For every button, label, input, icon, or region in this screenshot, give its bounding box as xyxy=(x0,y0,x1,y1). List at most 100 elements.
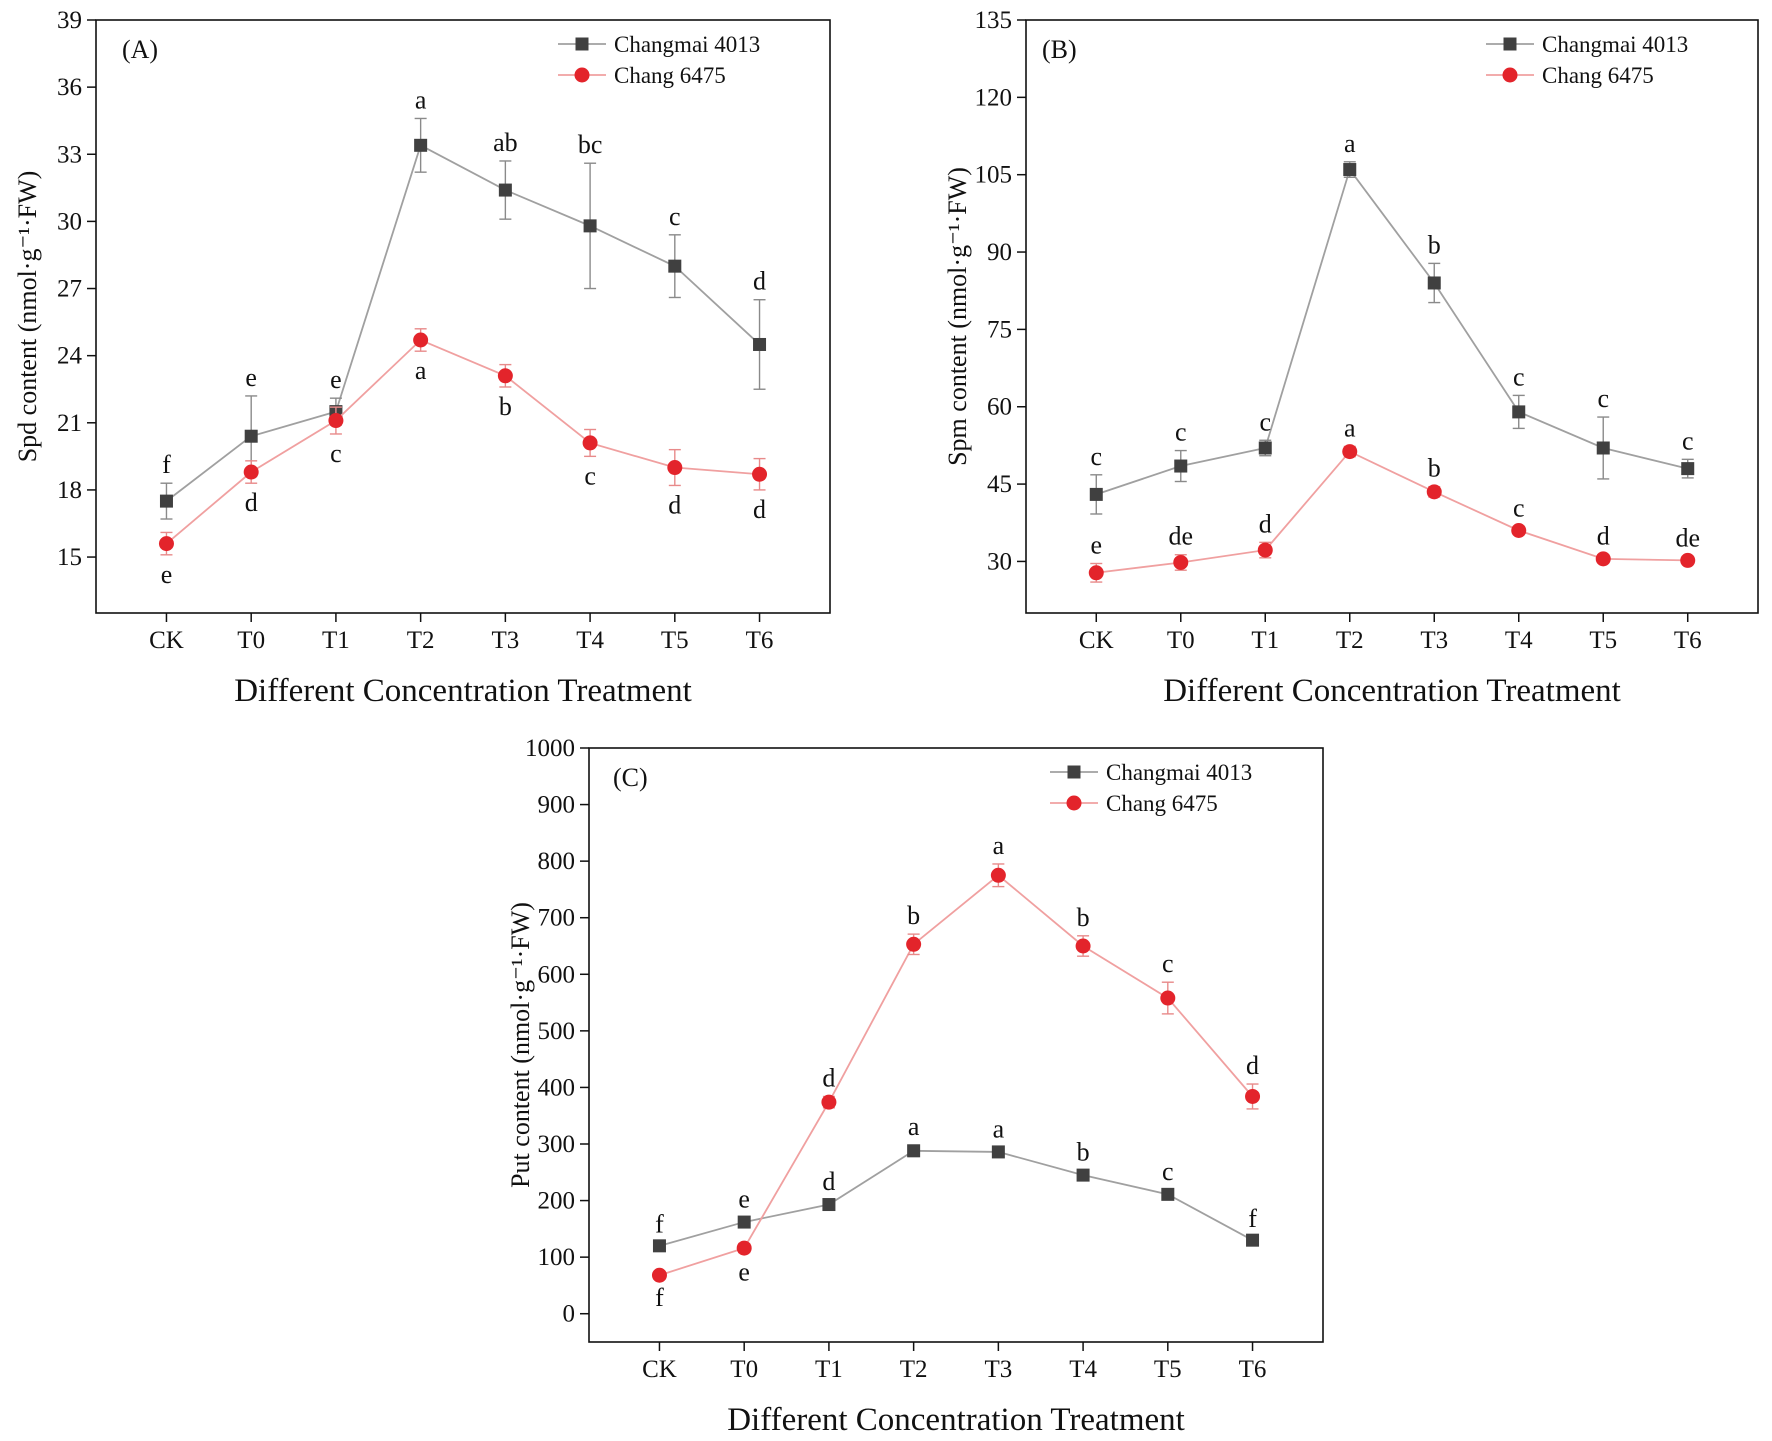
data-point xyxy=(583,219,597,233)
x-tick-label: T1 xyxy=(1251,627,1279,654)
x-tick-label: T5 xyxy=(661,627,689,654)
data-point xyxy=(1173,554,1189,570)
legend: Changmai 4013 Chang 6475 xyxy=(1050,760,1252,816)
x-tick-label: T2 xyxy=(900,1356,928,1383)
y-tick-label: 21 xyxy=(57,410,82,437)
data-point xyxy=(1426,484,1442,500)
chart-panel-1: 15 18 21 24 27 30 33 36 39 CK T0 T1 T2 T3 T4 T5 T6 Differ… xyxy=(13,7,831,709)
y-axis-title: Put content (nmol·g⁻¹·FW) xyxy=(506,902,535,1188)
significance-letter: b xyxy=(1428,454,1441,483)
y-tick-label: 700 xyxy=(538,905,576,932)
data-point xyxy=(1595,551,1611,567)
data-point xyxy=(667,460,683,476)
significance-letter: d xyxy=(753,267,766,296)
significance-letter: c xyxy=(1175,418,1187,447)
x-tick-label: T6 xyxy=(1239,1356,1267,1383)
chart-panel-2: 30 45 60 75 90 105 120 135 CK T0 T1 T2 T3 T4 T5 T6 Diffe… xyxy=(943,7,1759,709)
legend-label: Chang 6475 xyxy=(1542,63,1654,88)
series-chang-6475: f e d b a b c d xyxy=(651,831,1261,1312)
significance-letter: a xyxy=(1344,413,1356,442)
x-axis-title: Different Concentration Treatment xyxy=(1163,673,1621,709)
significance-letter: d xyxy=(753,495,766,524)
data-point xyxy=(1075,938,1091,954)
legend: Changmai 4013 Chang 6475 xyxy=(558,32,760,88)
plot-frame xyxy=(1025,19,1759,614)
significance-letter: b xyxy=(499,392,512,421)
legend-marker xyxy=(574,67,590,83)
legend-marker xyxy=(575,37,589,51)
significance-letter: e xyxy=(738,1185,750,1214)
data-point xyxy=(1681,462,1695,476)
series-line xyxy=(1096,450,1688,574)
y-tick-label: 45 xyxy=(987,471,1012,498)
significance-letter: d xyxy=(822,1063,835,1092)
significance-letter: d xyxy=(668,490,681,519)
y-tick-label: 105 xyxy=(975,162,1013,189)
significance-letter: f xyxy=(655,1283,664,1312)
significance-letter: d xyxy=(1597,522,1610,551)
y-tick-label: 30 xyxy=(987,548,1012,575)
data-point xyxy=(498,183,512,197)
series-line xyxy=(165,144,761,502)
x-tick-label: T1 xyxy=(815,1356,843,1383)
series-line xyxy=(659,874,1254,1277)
significance-letter: d xyxy=(1259,509,1272,538)
x-tick-label: T6 xyxy=(1674,627,1702,654)
legend-label: Changmai 4013 xyxy=(1106,760,1252,785)
significance-letter: d xyxy=(245,488,258,517)
chart-panel-3: 0 100 200 300 400 500 600 700 800 900 1000 CK T0 T1 T2… xyxy=(506,735,1324,1438)
x-tick-label: T0 xyxy=(1167,627,1195,654)
legend: Changmai 4013 Chang 6475 xyxy=(1486,32,1688,88)
series-chang-6475: e d c a b c d d xyxy=(158,328,768,589)
data-point xyxy=(1088,565,1104,581)
x-tick-label: T1 xyxy=(322,627,350,654)
data-point xyxy=(1680,552,1696,568)
data-point xyxy=(990,867,1006,883)
significance-letter: c xyxy=(1597,384,1609,413)
legend-label: Changmai 4013 xyxy=(614,32,760,57)
series-chang-6475: e de d a b c d de xyxy=(1088,413,1700,583)
data-point xyxy=(736,1240,752,1256)
panel-label: (B) xyxy=(1042,35,1077,64)
data-point xyxy=(822,1198,836,1212)
significance-letter: e xyxy=(161,560,173,589)
data-point xyxy=(1076,1168,1090,1182)
data-point xyxy=(1246,1233,1260,1247)
significance-letter: c xyxy=(1513,362,1525,391)
significance-letter: d xyxy=(1246,1051,1259,1080)
y-tick-label: 36 xyxy=(57,74,82,101)
y-tick-label: 300 xyxy=(538,1131,576,1158)
data-point xyxy=(991,1145,1005,1159)
y-tick-label: 900 xyxy=(538,792,576,819)
y-tick-label: 60 xyxy=(987,394,1012,421)
significance-letter: c xyxy=(1513,493,1525,522)
data-point xyxy=(328,413,344,429)
data-point xyxy=(414,138,428,152)
x-tick-label: T0 xyxy=(730,1356,758,1383)
x-axis-title: Different Concentration Treatment xyxy=(727,1402,1185,1438)
data-point xyxy=(1257,542,1273,558)
significance-letter: c xyxy=(330,439,342,468)
significance-letter: c xyxy=(669,202,681,231)
significance-letter: b xyxy=(1428,230,1441,259)
data-point xyxy=(1089,487,1103,501)
data-point xyxy=(1245,1088,1261,1104)
significance-letter: b xyxy=(907,901,920,930)
y-tick-label: 100 xyxy=(538,1244,576,1271)
y-tick-label: 400 xyxy=(538,1074,576,1101)
y-tick-label: 90 xyxy=(987,239,1012,266)
data-point xyxy=(497,368,513,384)
significance-letter: a xyxy=(993,831,1005,860)
significance-letter: de xyxy=(1675,523,1700,552)
x-tick-label: T3 xyxy=(984,1356,1012,1383)
y-tick-label: 33 xyxy=(57,141,82,168)
data-point xyxy=(413,332,429,348)
data-point xyxy=(906,936,922,952)
x-tick-label: T0 xyxy=(237,627,265,654)
data-point xyxy=(1343,163,1357,177)
plot-frame xyxy=(588,747,1324,1343)
series-changmai-4013: f e d a a b c f xyxy=(652,1112,1260,1253)
x-tick-label: T3 xyxy=(1420,627,1448,654)
x-tick-label: CK xyxy=(1079,627,1114,654)
